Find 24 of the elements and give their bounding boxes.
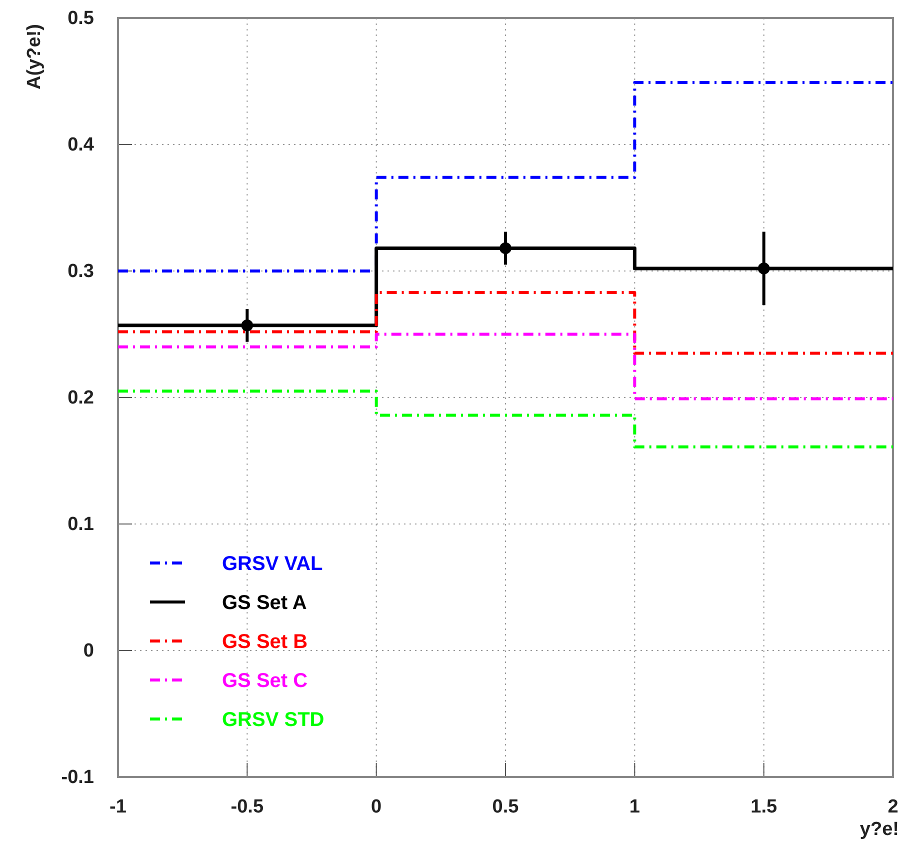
legend-label: GRSV VAL: [222, 553, 323, 575]
y-tick-label: 0.1: [68, 514, 94, 536]
x-tick-label: 2: [888, 796, 898, 818]
y-tick-label: 0.2: [68, 388, 94, 409]
x-tick-label: -0.5: [230, 796, 264, 818]
y-tick-label: 0.5: [68, 8, 94, 30]
y-tick-label: 0.3: [68, 261, 94, 282]
point: [500, 242, 512, 254]
x-tick-label: 1.5: [750, 796, 778, 818]
legend-label: GS Set A: [222, 592, 307, 614]
legend-label: GS Set B: [222, 631, 308, 653]
x-axis-title: y?e!: [860, 819, 899, 840]
point: [241, 319, 254, 332]
x-tick-label: 1: [629, 796, 640, 818]
y-tick-label: -0.1: [61, 767, 94, 788]
point: [758, 262, 770, 274]
x-tick-label: 0.5: [492, 796, 520, 818]
x-tick-label: 0: [371, 796, 382, 818]
y-tick-label: 0.4: [68, 134, 94, 156]
legend-label: GRSV STD: [222, 709, 324, 731]
x-tick-label: -1: [110, 796, 127, 818]
y-axis-title: A(y?e!): [24, 24, 45, 90]
legend-label: GS Set C: [222, 670, 308, 692]
y-tick-label: 0: [83, 640, 94, 662]
